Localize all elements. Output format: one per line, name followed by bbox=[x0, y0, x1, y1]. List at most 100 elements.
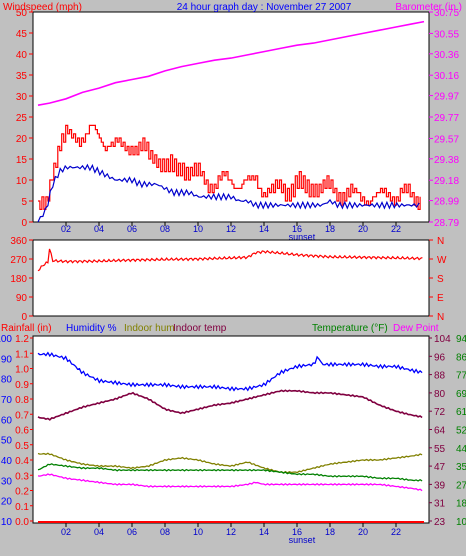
indoor-temp-axis-title: Indoor temp bbox=[173, 323, 227, 334]
wind-tick-label: 40 bbox=[16, 50, 28, 61]
barometer-tick-label: 29.77 bbox=[434, 113, 459, 124]
rainfall-tick-label: 0.8 bbox=[15, 395, 29, 406]
wind-tick-label: 20 bbox=[16, 134, 28, 145]
series-barometer bbox=[37, 20, 425, 106]
indoor-temp-tick-label: 64 bbox=[434, 426, 446, 437]
rainfall-tick-label: 0.6 bbox=[15, 426, 29, 437]
time-tick-label: 04 bbox=[94, 527, 104, 537]
indoor-hum-axis-title: Indoor hum bbox=[124, 323, 175, 334]
indoor-temp-tick-label: 104 bbox=[434, 334, 451, 345]
indoor-temp-tick-label: 31 bbox=[434, 499, 446, 510]
rainfall-tick-label: 1.1 bbox=[15, 349, 29, 360]
time-tick-label: 08 bbox=[160, 224, 170, 234]
plot-area-wind-barometer bbox=[32, 11, 430, 223]
time-tick-label: 10 bbox=[193, 527, 203, 537]
indoor-temp-tick-label: 72 bbox=[434, 407, 446, 418]
barometer-tick-label: 30.75 bbox=[434, 8, 459, 19]
wind-tick-label: 15 bbox=[16, 155, 28, 166]
windspeed-axis-title: Windspeed (mph) bbox=[3, 2, 82, 13]
compass-tick-label: E bbox=[437, 293, 444, 304]
temperature-tick-label: 94 bbox=[456, 334, 466, 345]
temperature-tick-label: 69 bbox=[456, 389, 466, 400]
time-tick-label: 22 bbox=[391, 224, 401, 234]
rainfall-tick-label: 0.1 bbox=[15, 502, 29, 513]
humidity-tick-label: 20 bbox=[1, 497, 13, 508]
direction-tick-label: 0 bbox=[21, 312, 27, 323]
time-tick-label: 10 bbox=[193, 224, 203, 234]
barometer-tick-label: 30.55 bbox=[434, 29, 459, 40]
wind-tick-label: 45 bbox=[16, 29, 28, 40]
rainfall-tick-label: 0.2 bbox=[15, 487, 29, 498]
humidity-tick-label: 50 bbox=[1, 436, 13, 447]
direction-tick-label: 180 bbox=[10, 274, 27, 285]
chart-title: 24 hour graph day : November 27 2007 bbox=[177, 2, 352, 13]
compass-tick-label: N bbox=[437, 312, 444, 323]
temperature-tick-label: 52 bbox=[456, 426, 466, 437]
humidity-axis-title: Humidity % bbox=[66, 323, 117, 334]
barometer-tick-label: 29.97 bbox=[434, 92, 459, 103]
barometer-tick-label: 29.38 bbox=[434, 155, 459, 166]
humidity-tick-label: 70 bbox=[1, 395, 13, 406]
time-tick-label: 18 bbox=[325, 527, 335, 537]
humidity-tick-label: 80 bbox=[1, 375, 13, 386]
rainfall-tick-label: 0.5 bbox=[15, 441, 29, 452]
humidity-tick-label: 40 bbox=[1, 456, 13, 467]
time-tick-label: 12 bbox=[226, 527, 236, 537]
temperature-tick-label: 44 bbox=[456, 444, 466, 455]
time-tick-label: 08 bbox=[160, 527, 170, 537]
rainfall-tick-label: 0.0 bbox=[15, 517, 29, 528]
humidity-tick-label: 30 bbox=[1, 476, 13, 487]
direction-tick-label: 360 bbox=[10, 236, 27, 247]
direction-tick-label: 90 bbox=[16, 293, 28, 304]
time-tick-label: 22 bbox=[391, 527, 401, 537]
time-tick-label: 14 bbox=[259, 224, 269, 234]
time-tick-label: 04 bbox=[94, 224, 104, 234]
barometer-tick-label: 28.99 bbox=[434, 197, 459, 208]
series-humidity bbox=[37, 351, 423, 392]
time-tick-label: 18 bbox=[325, 224, 335, 234]
compass-tick-label: N bbox=[437, 236, 444, 247]
temperature-tick-label: 27 bbox=[456, 480, 466, 491]
sunset-label: sunset bbox=[289, 232, 316, 242]
series-temperature bbox=[37, 463, 423, 482]
humidity-tick-label: 10 bbox=[1, 517, 13, 528]
direction-tick-label: 270 bbox=[10, 255, 27, 266]
time-tick-label: 20 bbox=[358, 527, 368, 537]
wind-tick-label: 30 bbox=[16, 92, 28, 103]
barometer-tick-label: 29.57 bbox=[434, 134, 459, 145]
barometer-tick-label: 30.36 bbox=[434, 50, 459, 61]
series-indoor-temp bbox=[37, 389, 423, 421]
series-windspeed bbox=[38, 124, 421, 210]
series-indoor-humidity bbox=[37, 452, 423, 474]
indoor-temp-tick-label: 96 bbox=[434, 352, 446, 363]
barometer-tick-label: 29.18 bbox=[434, 176, 459, 187]
plot-area-wind-direction bbox=[32, 239, 430, 317]
barometer-tick-label: 28.79 bbox=[434, 218, 459, 229]
wind-tick-label: 0 bbox=[21, 218, 27, 229]
rainfall-tick-label: 0.9 bbox=[15, 380, 29, 391]
temperature-axis-title: Temperature (°F) bbox=[312, 323, 388, 334]
humidity-tick-label: 100 bbox=[0, 334, 12, 345]
indoor-temp-tick-label: 88 bbox=[434, 371, 446, 382]
humidity-tick-label: 60 bbox=[1, 415, 13, 426]
time-tick-label: 02 bbox=[61, 527, 71, 537]
indoor-temp-tick-label: 23 bbox=[434, 517, 446, 528]
wind-tick-label: 10 bbox=[16, 176, 28, 187]
time-tick-label: 20 bbox=[358, 224, 368, 234]
indoor-temp-tick-label: 80 bbox=[434, 389, 446, 400]
rainfall-tick-label: 1.0 bbox=[15, 365, 29, 376]
dewpoint-axis-title: Dew Point bbox=[393, 323, 439, 334]
rainfall-axis-title: Rainfall (in) bbox=[1, 323, 52, 334]
rainfall-tick-label: 0.3 bbox=[15, 471, 29, 482]
indoor-temp-tick-label: 39 bbox=[434, 480, 446, 491]
temperature-tick-label: 10 bbox=[456, 517, 466, 528]
time-tick-label: 02 bbox=[61, 224, 71, 234]
rainfall-tick-label: 1.2 bbox=[15, 334, 29, 345]
temperature-tick-label: 86 bbox=[456, 352, 466, 363]
barometer-tick-label: 30.16 bbox=[434, 71, 459, 82]
wind-tick-label: 35 bbox=[16, 71, 28, 82]
series-dew-point bbox=[37, 473, 423, 492]
compass-tick-label: W bbox=[437, 255, 447, 266]
temperature-tick-label: 18 bbox=[456, 499, 466, 510]
